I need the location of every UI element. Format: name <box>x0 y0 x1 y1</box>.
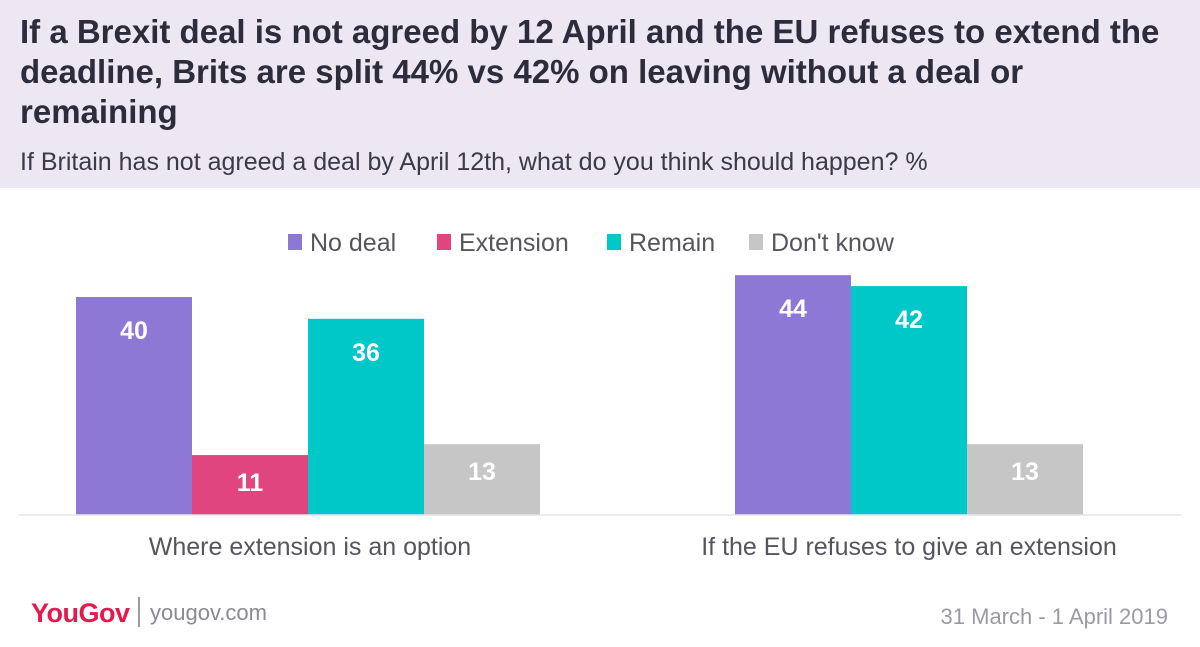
legend-swatch-remain <box>607 234 621 250</box>
legend-label-remain: Remain <box>629 229 715 257</box>
chart-legend: No deal Extension Remain Don't know <box>288 229 895 257</box>
header-banner: If a Brexit deal is not agreed by 12 Apr… <box>0 0 1200 188</box>
data-label-don-t-know-where-extension-is-an-option: 13 <box>468 458 496 486</box>
bar-don-t-know-if-the-eu-refuses-to-give-an-extension <box>967 444 1083 515</box>
chart-subtitle: If Britain has not agreed a deal by Apri… <box>20 148 928 176</box>
chart-bars: 40 11 36 13 44 42 13 <box>76 275 1083 515</box>
legend-label-extension: Extension <box>459 229 569 257</box>
legend-swatch-no-deal <box>288 234 302 250</box>
chart-title: If a Brexit deal is not agreed by 12 Apr… <box>20 13 1160 130</box>
bar-no-deal-if-the-eu-refuses-to-give-an-extension <box>735 275 851 515</box>
data-label-no-deal-if-the-eu-refuses-to-give-an-extension: 44 <box>779 295 807 323</box>
legend-label-don-t-know: Don't know <box>771 229 895 257</box>
legend-label-no-deal: No deal <box>310 229 396 257</box>
legend-item-extension: Extension <box>437 229 569 257</box>
legend-item-don-t-know: Don't know <box>749 229 895 257</box>
x-tick-label-where-extension-is-an-option: Where extension is an option <box>149 533 471 561</box>
legend-swatch-don-t-know <box>749 234 763 250</box>
legend-item-no-deal: No deal <box>288 229 396 257</box>
bar-extension-where-extension-is-an-option <box>192 455 308 515</box>
bar-remain-if-the-eu-refuses-to-give-an-extension <box>851 286 967 515</box>
legend-swatch-extension <box>437 234 451 250</box>
bar-chart: No deal Extension Remain Don't know 40 11 36 1… <box>18 229 1182 561</box>
footer-site-link[interactable]: yougov.com <box>150 600 267 625</box>
bar-no-deal-where-extension-is-an-option <box>76 297 192 515</box>
bar-don-t-know-where-extension-is-an-option <box>424 444 540 515</box>
footer-divider <box>138 597 140 627</box>
x-axis-labels: Where extension is an option If the EU re… <box>149 533 1117 561</box>
data-label-don-t-know-if-the-eu-refuses-to-give-an-extension: 13 <box>1011 458 1039 486</box>
data-label-extension-where-extension-is-an-option: 11 <box>237 469 264 497</box>
legend-item-remain: Remain <box>607 229 715 257</box>
yougov-logo: YouGov <box>31 598 130 628</box>
bar-remain-where-extension-is-an-option <box>308 318 424 515</box>
fieldwork-date: 31 March - 1 April 2019 <box>940 604 1168 629</box>
data-label-remain-if-the-eu-refuses-to-give-an-extension: 42 <box>895 306 923 334</box>
data-label-remain-where-extension-is-an-option: 36 <box>352 339 380 367</box>
x-tick-label-if-the-eu-refuses-to-give-an-extension: If the EU refuses to give an extension <box>701 533 1117 561</box>
data-label-no-deal-where-extension-is-an-option: 40 <box>120 317 148 345</box>
